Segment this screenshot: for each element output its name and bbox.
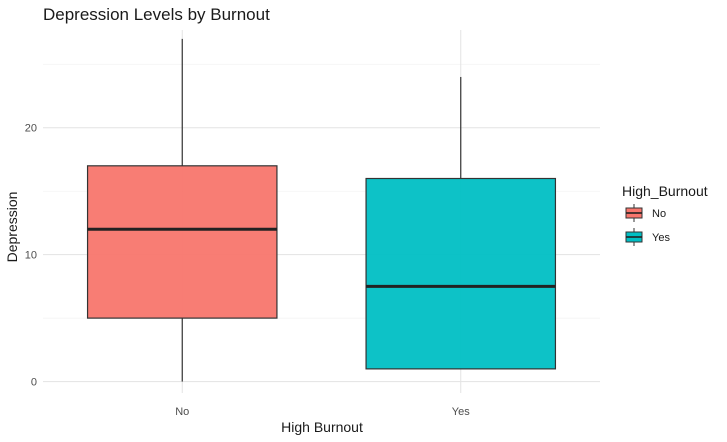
legend-entry-no: No <box>625 204 666 222</box>
chart-title: Depression Levels by Burnout <box>43 5 270 24</box>
x-tick-label: No <box>175 406 189 418</box>
box-no <box>86 38 278 382</box>
box-plot-marks <box>86 38 557 382</box>
box-body <box>365 177 557 370</box>
y-tick-label: 0 <box>31 377 37 389</box>
legend-label: Yes <box>652 232 670 244</box>
box-yes <box>365 76 557 370</box>
x-axis-title: High Burnout <box>281 419 363 435</box>
box-body <box>86 165 278 319</box>
x-axis-ticks: No Yes <box>175 406 470 418</box>
y-tick-label: 10 <box>25 250 37 262</box>
y-axis-ticks: 0 10 20 <box>25 123 37 389</box>
legend-title: High_Burnout <box>622 183 708 199</box>
x-tick-label: Yes <box>452 406 470 418</box>
y-axis-title: Depression <box>4 192 20 263</box>
legend-entry-yes: Yes <box>625 228 670 246</box>
legend: High_Burnout No Yes <box>622 183 708 246</box>
legend-label: No <box>652 208 666 220</box>
y-tick-label: 20 <box>25 123 37 135</box>
